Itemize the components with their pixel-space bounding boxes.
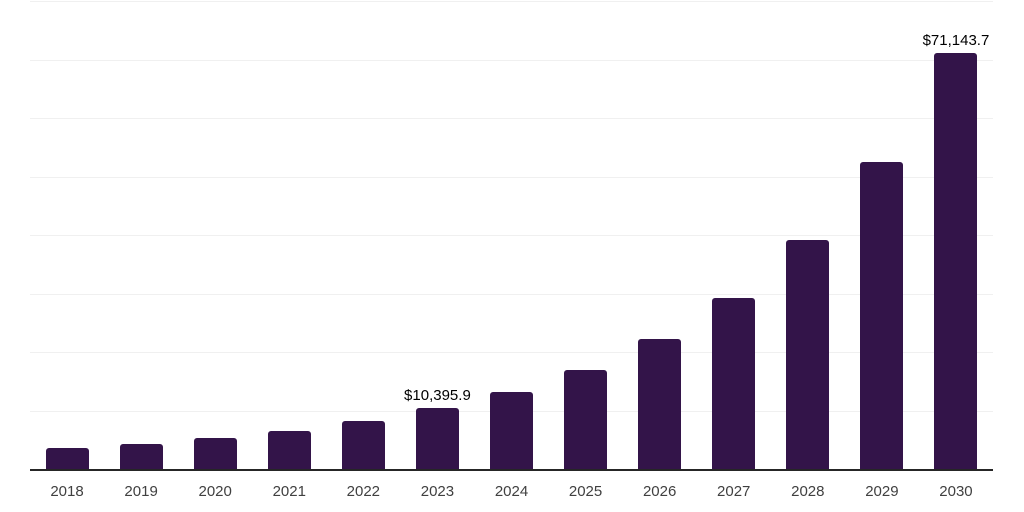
x-tick-2021: 2021 xyxy=(272,483,306,500)
x-tick-2019: 2019 xyxy=(124,483,158,500)
x-tick-2025: 2025 xyxy=(568,483,603,500)
gridline-50000 xyxy=(30,176,993,178)
x-tick-2030: 2030 xyxy=(939,483,973,500)
bar-2020 xyxy=(193,438,237,469)
bar-2022 xyxy=(341,421,385,469)
gridline-20000 xyxy=(30,352,993,353)
bar-2019 xyxy=(119,443,163,469)
x-tick-2020: 2020 xyxy=(198,483,232,500)
bar-2029 xyxy=(860,161,904,469)
x-tick-2024: 2024 xyxy=(494,483,529,500)
bar-2023 xyxy=(415,408,459,469)
x-tick-2018: 2018 xyxy=(50,483,84,500)
bar-2024 xyxy=(490,392,533,469)
x-tick-2028: 2028 xyxy=(791,483,825,500)
bar-2021 xyxy=(267,430,311,469)
plot-area: $10,395.9 $71,143.7 xyxy=(30,1,993,471)
bar-2027 xyxy=(712,297,756,469)
x-tick-2029: 2029 xyxy=(865,483,899,500)
bar-2026 xyxy=(638,339,682,469)
x-tick-2023: 2023 xyxy=(420,483,455,500)
gridline-70000 xyxy=(30,59,993,61)
bar-2030 xyxy=(934,52,978,469)
bar-2018 xyxy=(45,447,89,469)
gridline-40000 xyxy=(30,235,993,236)
gridline-80000 xyxy=(30,1,993,2)
data-label-2030: $71,143.7 xyxy=(922,31,990,49)
data-label-2023: $10,395.9 xyxy=(404,387,471,405)
x-tick-2027: 2027 xyxy=(717,483,751,500)
x-axis: 2018 2019 2020 2021 2022 2023 2024 2025 2026 2027… xyxy=(30,479,993,503)
gridline-30000 xyxy=(30,293,993,295)
bar-2025 xyxy=(564,369,608,469)
x-tick-2022: 2022 xyxy=(346,483,381,500)
gridline-60000 xyxy=(30,118,993,119)
x-tick-2026: 2026 xyxy=(642,483,677,500)
bar-2028 xyxy=(786,240,830,469)
